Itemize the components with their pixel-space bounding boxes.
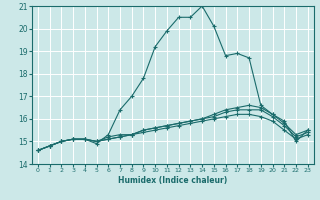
X-axis label: Humidex (Indice chaleur): Humidex (Indice chaleur) — [118, 176, 228, 185]
